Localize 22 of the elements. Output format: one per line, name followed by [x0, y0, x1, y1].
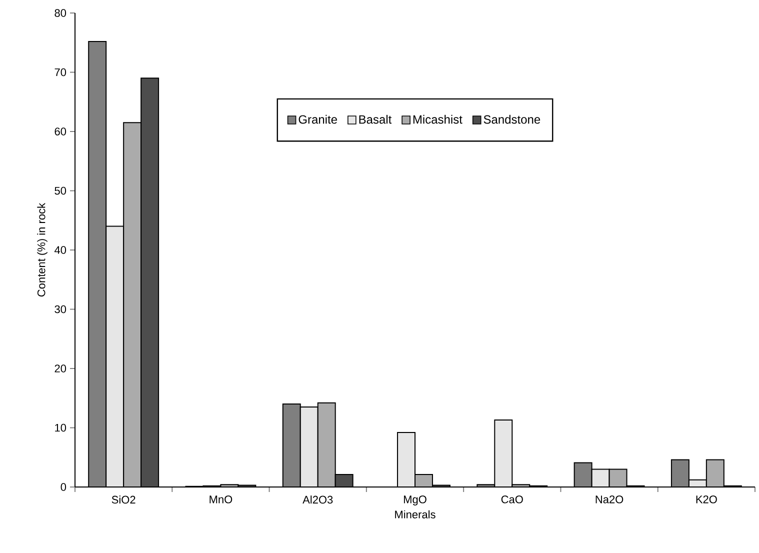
x-tick-label: SiO2	[112, 496, 136, 504]
legend-label: Sandstone	[484, 114, 540, 124]
y-tick-label: 30	[54, 305, 66, 314]
legend-label: Basalt	[359, 114, 392, 124]
x-tick-label: CaO	[501, 496, 523, 504]
y-tick-label: 10	[55, 424, 66, 432]
y-tick-label: 60	[54, 128, 66, 136]
x-tick-label: K2O	[696, 496, 717, 504]
x-tick-label: Al2O3	[302, 496, 333, 504]
legend-label: Granite	[298, 114, 337, 124]
y-tick-label: 40	[54, 246, 66, 254]
y-tick-label: 0	[60, 483, 66, 491]
y-tick-label: 80	[54, 9, 66, 17]
x-axis-title: Minerals	[395, 510, 436, 518]
x-tick-label: MnO	[210, 496, 232, 504]
x-tick-label: MgO	[404, 496, 426, 506]
y-tick-label: 50	[54, 186, 66, 195]
y-axis-title: Content (%) in rock	[37, 202, 48, 297]
x-tick-label: Na2O	[596, 496, 624, 504]
y-tick-label: 20	[54, 364, 66, 372]
legend-label: Micashist	[413, 114, 462, 124]
y-tick-label: 70	[54, 68, 66, 76]
